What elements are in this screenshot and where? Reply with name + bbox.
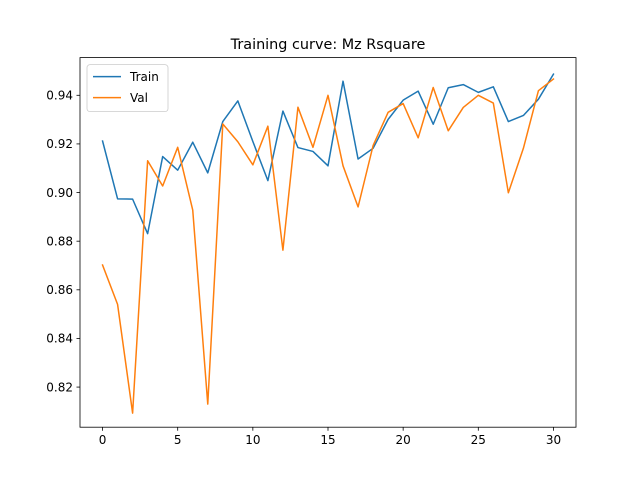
y-tick-label: 0.88 bbox=[46, 234, 73, 248]
axes-frame bbox=[79, 57, 577, 428]
x-tick-label: 5 bbox=[174, 433, 182, 447]
x-tick-label: 10 bbox=[245, 433, 260, 447]
axis-ticks: 0 5 10 15 20 25 30 0.82 0.84 0.86 0.88 0.90 0.92 0.94 bbox=[46, 88, 561, 447]
legend-label-val: Val bbox=[130, 91, 148, 105]
x-tick-label: 0 bbox=[99, 433, 107, 447]
x-tick-label: 25 bbox=[471, 433, 486, 447]
y-tick-label: 0.90 bbox=[46, 186, 73, 200]
chart-title: Training curve: Mz Rsquare bbox=[230, 37, 426, 53]
x-tick-label: 15 bbox=[320, 433, 335, 447]
x-tick-label: 30 bbox=[546, 433, 561, 447]
series-line-val bbox=[101, 77, 555, 414]
y-tick-label: 0.82 bbox=[46, 380, 73, 394]
y-tick-label: 0.94 bbox=[46, 88, 73, 102]
y-tick-label: 0.92 bbox=[46, 137, 73, 151]
series-line-train bbox=[101, 73, 555, 235]
x-tick-label: 20 bbox=[396, 433, 411, 447]
legend-label-train: Train bbox=[129, 70, 159, 84]
y-tick-label: 0.86 bbox=[46, 283, 73, 297]
y-tick-label: 0.84 bbox=[46, 332, 73, 346]
series-lines bbox=[101, 73, 555, 414]
legend: Train Val bbox=[86, 64, 169, 112]
